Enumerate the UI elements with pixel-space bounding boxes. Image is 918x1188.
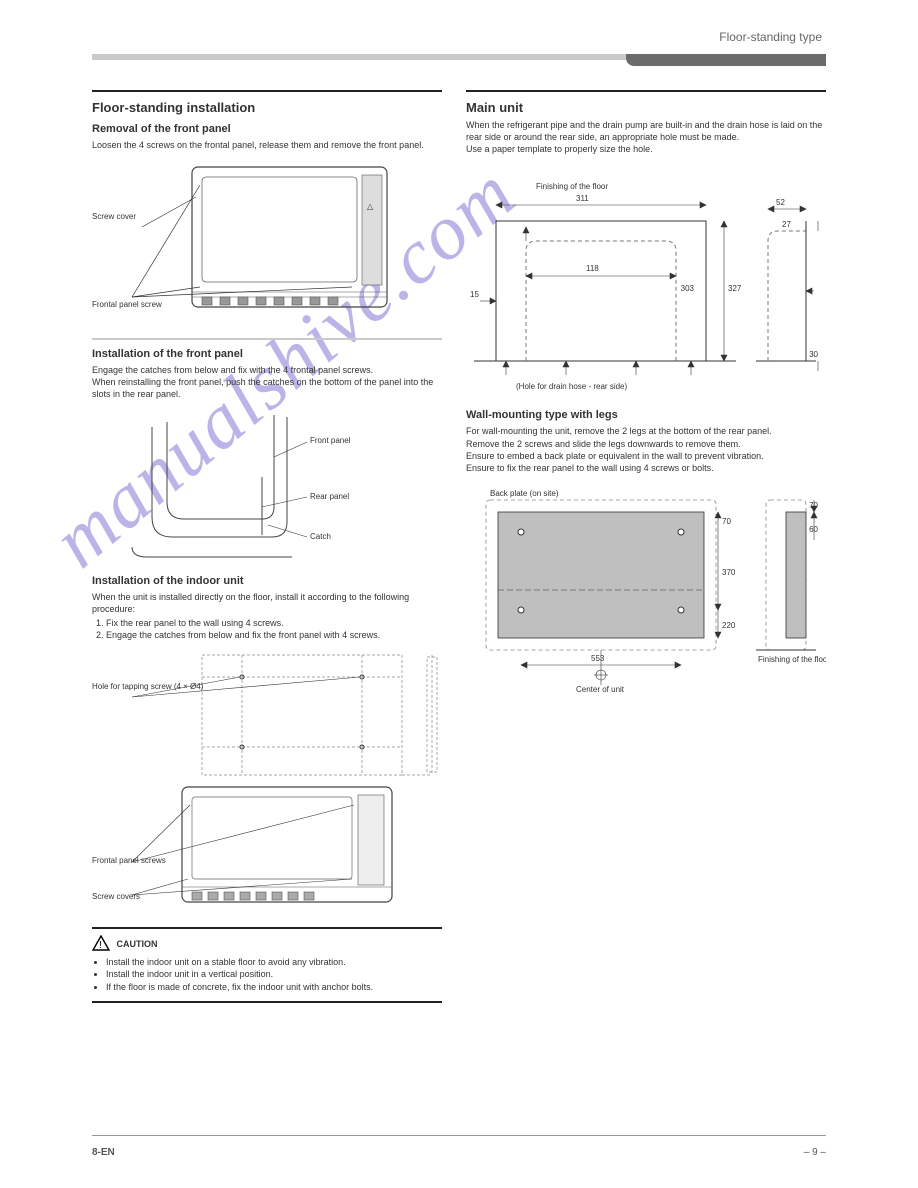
subheading-remove-panel: Removal of the front panel bbox=[92, 123, 442, 135]
dim-d1: 27 bbox=[782, 220, 791, 229]
caution-item-2: Install the indoor unit in a vertical po… bbox=[106, 968, 442, 980]
header-bar bbox=[92, 54, 826, 70]
text-remove-panel: Loosen the 4 screws on the frontal panel… bbox=[92, 139, 442, 151]
caution-item-1: Install the indoor unit on a stable floo… bbox=[106, 956, 442, 968]
dim-w1: 311 bbox=[576, 194, 589, 203]
text-wall-3: Ensure to embed a back plate or equivale… bbox=[466, 450, 826, 462]
caution-list: Install the indoor unit on a stable floo… bbox=[92, 956, 442, 992]
caution-item-3: If the floor is made of concrete, fix th… bbox=[106, 981, 442, 993]
text-wall-4: Ensure to fix the rear panel to the wall… bbox=[466, 462, 826, 474]
heading-floor-standing: Floor-standing installation bbox=[92, 100, 442, 115]
list-install-steps: Fix the rear panel to the wall using 4 s… bbox=[92, 617, 442, 641]
label-finishing: Finishing of the floor bbox=[536, 182, 608, 191]
heading-install-front-panel: Installation of the front panel bbox=[92, 348, 442, 360]
page-body: Floor-standing installation Removal of t… bbox=[92, 88, 826, 1128]
label-center: Center of unit bbox=[576, 685, 625, 694]
callout-front-panel: Front panel bbox=[310, 436, 351, 445]
dim-bp-w: 553 bbox=[591, 654, 605, 663]
caution-title: ! CAUTION bbox=[92, 935, 442, 954]
header-gray-segment bbox=[92, 54, 626, 60]
rule-top-right bbox=[466, 90, 826, 92]
figure-hole-dims: 311 118 303 327 15 Finishing of the floo… bbox=[466, 161, 826, 401]
list-item-2: Engage the catches from below and fix th… bbox=[106, 629, 442, 641]
dim-side-d2: 60 bbox=[809, 525, 818, 534]
text-install-front-1: Engage the catches from below and fix wi… bbox=[92, 364, 442, 376]
text-main-unit-2: Use a paper template to properly size th… bbox=[466, 143, 826, 155]
callout-rear-panel: Rear panel bbox=[310, 492, 349, 501]
callout-frontal-screw: Frontal panel screw bbox=[92, 300, 162, 309]
figure-remove-panel: △ bbox=[92, 157, 442, 332]
list-item-1: Fix the rear panel to the wall using 4 s… bbox=[106, 617, 442, 629]
figure-catch-detail: Front panel Rear panel Catch bbox=[92, 407, 442, 567]
label-front-screws: Frontal panel screws bbox=[92, 856, 166, 865]
figure-backplate: 553 70 370 220 Back plate (on site) Cent… bbox=[466, 480, 826, 710]
dim-bp-h2: 370 bbox=[722, 568, 736, 577]
callout-screw-cover: Screw cover bbox=[92, 212, 136, 221]
footer-rule bbox=[92, 1135, 826, 1136]
dim-note: (Hole for drain hose - rear side) bbox=[516, 382, 627, 391]
left-column: Floor-standing installation Removal of t… bbox=[92, 88, 442, 1128]
heading-main-unit: Main unit bbox=[466, 100, 826, 115]
dim-h1: 303 bbox=[681, 284, 695, 293]
header-dark-segment bbox=[626, 54, 826, 66]
dim-bp-h3: 220 bbox=[722, 621, 736, 630]
text-install-indoor: When the unit is installed directly on t… bbox=[92, 591, 442, 615]
svg-text:!: ! bbox=[99, 940, 102, 951]
text-main-unit-1: When the refrigerant pipe and the drain … bbox=[466, 119, 826, 143]
dim-side-d1: 70 bbox=[809, 501, 818, 510]
label-tap-hole: Hole for tapping screw (4 × Ø4) bbox=[92, 682, 204, 691]
text-wall-2: Remove the 2 screws and slide the legs d… bbox=[466, 438, 826, 450]
rule-mid-left bbox=[92, 338, 442, 340]
header-title: Floor-standing type bbox=[719, 30, 822, 44]
caution-block: ! CAUTION Install the indoor unit on a s… bbox=[92, 927, 442, 1003]
svg-text:△: △ bbox=[367, 202, 374, 211]
heading-install-indoor: Installation of the indoor unit bbox=[92, 575, 442, 587]
dim-bp-h1: 70 bbox=[722, 517, 731, 526]
callout-catch: Catch bbox=[310, 532, 331, 541]
rule-top-left bbox=[92, 90, 442, 92]
warning-icon: ! bbox=[92, 935, 110, 954]
dim-d3: 30 bbox=[809, 350, 818, 359]
heading-wall-mount: Wall-mounting type with legs bbox=[466, 409, 826, 421]
figure-mounting: Hole for tapping screw (4 × Ø4) Frontal … bbox=[92, 647, 442, 917]
text-wall-1: For wall-mounting the unit, remove the 2… bbox=[466, 425, 826, 437]
label-side-finishing: Finishing of the floor bbox=[758, 655, 826, 664]
dim-h2: 327 bbox=[728, 284, 742, 293]
page-number: 8-EN bbox=[92, 1147, 115, 1158]
label-screw-covers: Screw covers bbox=[92, 892, 140, 901]
text-install-front-2: When reinstalling the front panel, push … bbox=[92, 376, 442, 400]
dim-gapL: 15 bbox=[470, 290, 479, 299]
dim-w2: 118 bbox=[586, 264, 599, 273]
dim-d2: 52 bbox=[776, 198, 785, 207]
label-backplate: Back plate (on site) bbox=[490, 489, 559, 498]
page-code: – 9 – bbox=[804, 1147, 826, 1158]
right-column: Main unit When the refrigerant pipe and … bbox=[466, 88, 826, 1128]
